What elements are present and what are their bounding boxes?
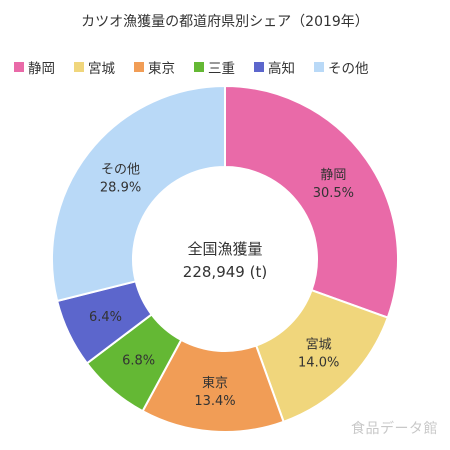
slice-value-label: 6.4% [89,310,122,325]
legend-swatch [134,62,144,72]
legend-label: 高知 [268,61,295,77]
chart-legend: 静岡 宮城 東京 三重 高知 その他 [14,57,444,77]
legend-swatch [254,62,264,72]
legend-item: その他 [314,57,369,77]
watermark: 食品データ館 [351,421,438,437]
legend-label: 東京 [148,61,175,77]
legend-label: 三重 [208,61,235,77]
center-value: 228,949 (t) [183,263,267,281]
legend-swatch [314,62,324,72]
slice-label: 宮城 [306,337,332,353]
donut-slice [51,84,226,303]
legend-label: 宮城 [88,61,115,77]
chart-title: カツオ漁獲量の都道府県別シェア（2019年） [81,14,369,30]
legend-item: 東京 [134,57,175,77]
slice-label: 東京 [202,375,228,391]
donut-slice [224,84,399,319]
legend-swatch [74,62,84,72]
legend-swatch [14,62,24,72]
slice-label: その他 [101,162,140,177]
slice-label: 静岡 [320,168,346,183]
legend-item: 宮城 [74,57,115,77]
legend-swatch [194,62,204,72]
legend-item: 三重 [194,57,235,77]
slice-value-label: 14.0% [298,356,339,371]
slice-value-label: 6.8% [122,353,155,368]
slice-value-label: 30.5% [313,186,354,201]
legend-item: 高知 [254,57,295,77]
legend-item: 静岡 [14,57,55,77]
slice-value-label: 13.4% [194,394,235,409]
center-label: 全国漁獲量 [187,240,262,258]
legend-label: その他 [328,61,369,77]
legend-label: 静岡 [28,61,55,77]
slice-value-label: 28.9% [100,180,141,195]
